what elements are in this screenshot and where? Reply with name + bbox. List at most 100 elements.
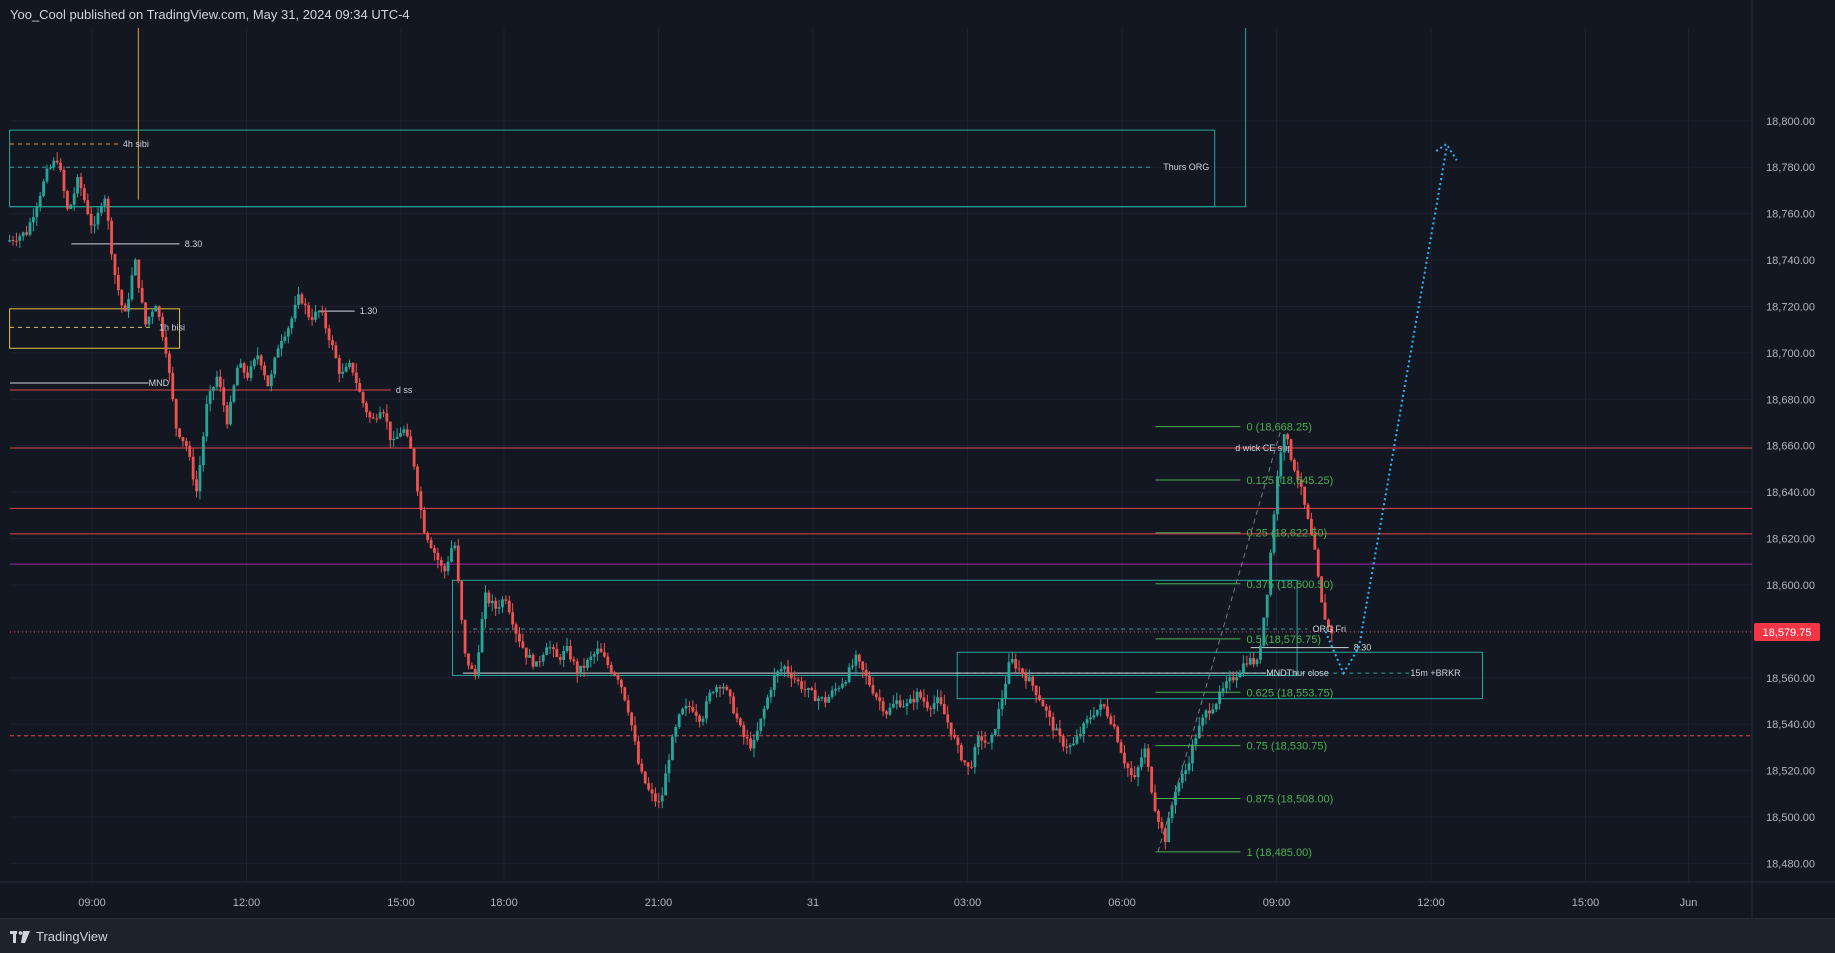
candle-body (1310, 518, 1313, 535)
candle-body (919, 691, 922, 698)
x-tick-label: 31 (807, 897, 819, 909)
y-tick-label: 18,600.00 (1766, 580, 1815, 592)
candle-body (195, 479, 198, 492)
candle-body (232, 385, 236, 402)
candle-body (416, 466, 419, 492)
candle-body (915, 691, 919, 703)
candle-body (365, 403, 368, 413)
x-tick-label: 09:00 (1263, 897, 1291, 909)
candle-body (494, 600, 498, 609)
candle-body (575, 661, 579, 675)
x-axis[interactable]: 09:00 12:00 15:00 18:00 21:00 31 03:00 06:00 09:… (78, 897, 1697, 909)
candle-body (1112, 724, 1116, 727)
candle-body (966, 762, 970, 767)
candle-body (1299, 479, 1303, 487)
candle-body (120, 290, 124, 306)
candle-body (1231, 677, 1235, 681)
footer: TradingView (0, 918, 1835, 953)
candle-body (154, 306, 158, 312)
candle-body (1092, 715, 1096, 718)
candle-body (1078, 734, 1082, 737)
x-tick-label: 06:00 (1108, 897, 1136, 909)
candle-body (1306, 504, 1310, 519)
y-axis[interactable]: 18,480.00 18,500.00 18,520.00 18,540.00 18,5… (1766, 116, 1815, 871)
candle-body (1265, 594, 1269, 618)
candle-body (1245, 663, 1249, 665)
candle-body (331, 340, 334, 346)
candle-body (881, 701, 885, 712)
candle-body (55, 160, 59, 163)
candle-body (286, 328, 290, 337)
candle-body (1058, 728, 1062, 736)
publish-header: Yoo_Cool published on TradingView.com, M… (0, 0, 1835, 28)
candle-body (878, 697, 882, 702)
candle-body (1238, 672, 1242, 678)
candle-body (759, 718, 763, 731)
candle-body (1140, 757, 1143, 768)
candle-body (990, 734, 994, 743)
candle-body (871, 685, 875, 694)
candle-body (429, 539, 433, 548)
candle-body (997, 708, 1001, 729)
candle-body (1014, 659, 1018, 669)
candle-body (1150, 766, 1154, 793)
candle-body (266, 375, 270, 387)
candle-body (460, 581, 464, 620)
y-tick-label: 18,520.00 (1766, 766, 1815, 778)
candle-body (273, 357, 277, 375)
candle-body (259, 355, 263, 366)
candle-body (1085, 719, 1089, 724)
candle-body (1010, 659, 1014, 663)
candle-body (827, 696, 831, 703)
candle-body (1170, 805, 1174, 818)
candle-body (868, 675, 871, 686)
candle-body (59, 162, 62, 170)
candle-body (1167, 817, 1171, 843)
candle-body (929, 708, 933, 710)
candle-body (725, 686, 729, 690)
fib-trend-line (1157, 427, 1283, 852)
candle-body (521, 641, 525, 648)
candlestick-chart[interactable]: d wick CE sup d ss 0 (18,668.25) 0.125 (18… (0, 0, 1835, 918)
y-tick-label: 18,720.00 (1766, 301, 1815, 313)
candle-body (956, 737, 960, 745)
candle-body (1065, 746, 1069, 748)
candle-body (1157, 810, 1160, 822)
candle-body (484, 592, 487, 620)
tradingview-logo[interactable]: TradingView (10, 929, 108, 944)
candle-body (252, 359, 256, 367)
drawing-zones (9, 28, 1483, 700)
candle-body (769, 689, 773, 698)
candle-body (609, 665, 613, 673)
candle-body (1276, 476, 1279, 515)
candle-body (888, 707, 892, 715)
candle-body (1007, 662, 1011, 684)
candle-body (1296, 470, 1300, 480)
candle-body (1055, 728, 1058, 731)
y-tick-label: 18,760.00 (1766, 209, 1815, 221)
candle-body (1068, 745, 1072, 748)
fib-retracement[interactable]: 0 (18,668.25) 0.125 (18,645.25) 0.25 (18,6… (1155, 422, 1333, 859)
annotation-label: 1.30 (360, 306, 378, 316)
candle-body (626, 700, 630, 713)
candle-body (293, 304, 297, 319)
candle-body (1218, 691, 1222, 704)
candle-body (354, 372, 358, 383)
candle-body (79, 177, 83, 189)
candle-body (772, 674, 776, 690)
candle-body (569, 646, 572, 660)
candle-body (762, 708, 766, 719)
candle-body (1027, 676, 1031, 682)
candle-body (137, 259, 141, 288)
candle-body (395, 436, 399, 439)
candle-body (789, 672, 793, 679)
candle-body (1061, 735, 1065, 747)
candle-body (959, 744, 963, 761)
candle-body (351, 362, 355, 373)
candle-body (1119, 742, 1123, 753)
y-tick-label: 18,700.00 (1766, 348, 1815, 360)
candle-body (589, 656, 593, 660)
candle-body (925, 701, 929, 709)
candle-body (341, 371, 345, 374)
candle-body (677, 714, 681, 727)
